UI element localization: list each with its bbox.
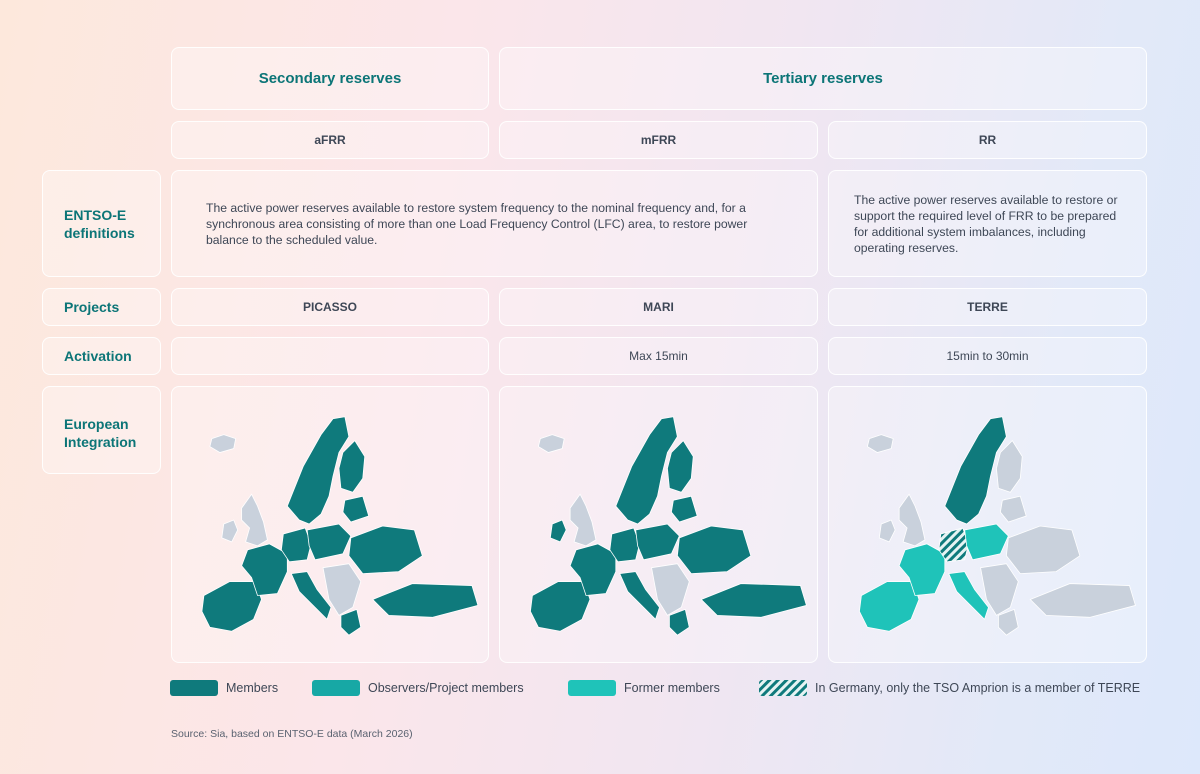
product-mfrr: mFRR (499, 121, 818, 159)
region-baltics (670, 495, 698, 523)
region-central (635, 523, 680, 561)
legend-observers: Observers/Project members (312, 680, 524, 696)
region-baltics (342, 495, 370, 523)
activation-mfrr: Max 15min (499, 337, 818, 375)
rr-definition: The active power reserves available to r… (828, 170, 1147, 277)
observers-swatch (312, 680, 360, 696)
project-picasso: PICASSO (171, 288, 489, 326)
frr-definition: The active power reserves available to r… (171, 170, 818, 277)
region-italy (290, 571, 332, 621)
region-france (241, 543, 288, 596)
definitions-label-text: ENTSO-E definitions (64, 206, 135, 241)
map-terre (828, 386, 1147, 663)
legend-former-label: Former members (624, 681, 720, 695)
region-uk (241, 493, 268, 547)
region-ireland (221, 519, 239, 543)
region-france (898, 543, 946, 596)
region-central (306, 523, 352, 561)
region-uk (898, 493, 926, 547)
europe-map-mari (530, 416, 807, 636)
integration-label-text: European Integration (64, 416, 137, 450)
former-swatch (568, 680, 616, 696)
map-picasso (171, 386, 489, 663)
europe-map-picasso (201, 416, 479, 636)
hatched-swatch (759, 680, 807, 696)
region-germany (280, 527, 312, 563)
frr-definition-text: The active power reserves available to r… (206, 200, 748, 247)
region-iberia (859, 581, 920, 632)
projects-row-label: Projects (42, 288, 161, 326)
region-balkans (322, 563, 362, 616)
region-italy (619, 571, 660, 621)
rr-definition-text: The active power reserves available to r… (854, 192, 1118, 255)
legend-germany: In Germany, only the TSO Amprion is a me… (759, 680, 1140, 696)
region-central (964, 523, 1009, 561)
product-rr: RR (828, 121, 1147, 159)
definitions-row-label: ENTSO-E definitions (42, 170, 161, 277)
region-iberia (201, 581, 262, 632)
legend-former: Former members (568, 680, 720, 696)
product-afrr: aFRR (171, 121, 489, 159)
integration-row-label: European Integration (42, 386, 161, 474)
region-iceland (209, 434, 237, 453)
source-note: Source: Sia, based on ENTSO-E data (Marc… (171, 728, 413, 740)
members-swatch (170, 680, 218, 696)
region-balkans (651, 563, 690, 616)
region-finland (338, 439, 366, 493)
project-terre: TERRE (828, 288, 1147, 326)
region-italy (948, 571, 989, 621)
legend-germany-label: In Germany, only the TSO Amprion is a me… (815, 681, 1141, 695)
region-balkans (980, 563, 1019, 616)
region-scandinavia (944, 416, 1007, 525)
region-east (348, 525, 423, 575)
region-turkey (1029, 583, 1136, 618)
region-scandinavia (286, 416, 350, 525)
legend-observers-label: Observers/Project members (368, 681, 524, 695)
activation-row-label: Activation (42, 337, 161, 375)
region-ireland (878, 519, 896, 543)
project-mari: MARI (499, 288, 818, 326)
activation-rr: 15min to 30min (828, 337, 1147, 375)
region-scandinavia (615, 416, 678, 525)
region-ireland (549, 519, 567, 543)
region-east (1005, 525, 1081, 575)
region-iceland (866, 434, 894, 453)
region-uk (569, 493, 597, 547)
region-turkey (371, 583, 479, 618)
region-greece (340, 608, 362, 636)
map-mari (499, 386, 818, 663)
activation-afrr (171, 337, 489, 375)
region-iceland (537, 434, 565, 453)
region-germany (938, 527, 970, 563)
tertiary-reserves-header: Tertiary reserves (499, 47, 1147, 110)
secondary-reserves-header: Secondary reserves (171, 47, 489, 110)
europe-map-terre (859, 416, 1136, 636)
region-iberia (530, 581, 591, 632)
region-finland (996, 439, 1023, 493)
region-baltics (999, 495, 1027, 523)
region-germany (609, 527, 641, 563)
region-greece (669, 608, 690, 636)
region-greece (998, 608, 1019, 636)
legend-members-label: Members (226, 681, 279, 695)
region-turkey (700, 583, 807, 618)
region-france (569, 543, 617, 596)
region-finland (667, 439, 694, 493)
legend-members: Members (170, 680, 278, 696)
region-east (676, 525, 752, 575)
